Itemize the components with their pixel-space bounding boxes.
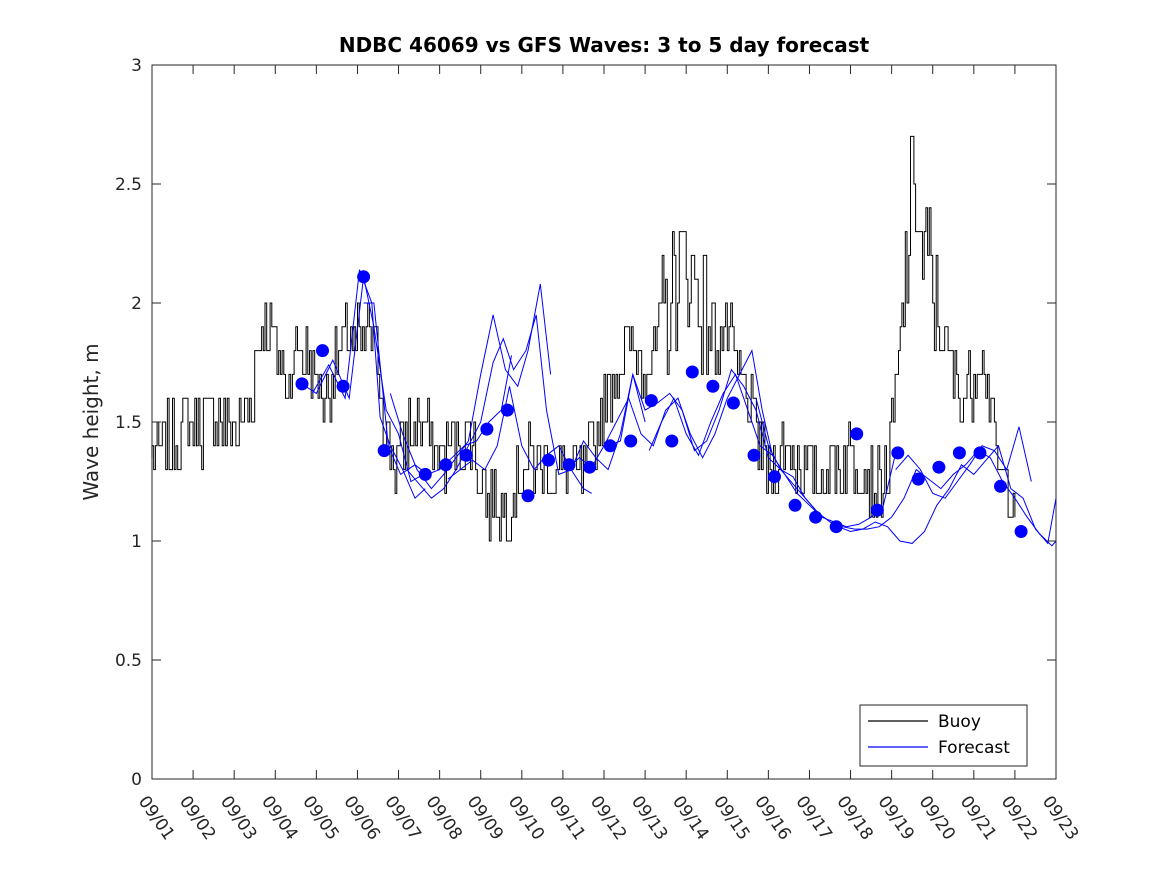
forecast-marker (932, 460, 946, 474)
forecast-line-9 (648, 373, 897, 528)
chart-title: NDBC 46069 vs GFS Waves: 3 to 5 day fore… (339, 33, 870, 57)
buoy-series (151, 135, 1016, 542)
forecast-marker (480, 422, 494, 436)
forecast-marker (377, 444, 391, 458)
forecast-marker (562, 458, 576, 472)
forecast-marker (829, 520, 843, 534)
forecast-marker (994, 479, 1007, 493)
forecast-marker (603, 439, 617, 453)
forecast-marker (357, 270, 371, 284)
forecast-line-10 (755, 398, 1057, 547)
y-tick-label: 2.5 (115, 175, 142, 195)
legend-buoy-label: Buoy (938, 712, 981, 732)
legend: Buoy Forecast (859, 704, 1028, 767)
forecast-marker (336, 379, 350, 393)
legend-forecast-label: Forecast (938, 738, 1010, 758)
forecast-marker (459, 448, 473, 462)
forecast-marker (316, 344, 329, 358)
forecast-line-5 (406, 314, 592, 499)
forecast-marker (706, 379, 720, 393)
buoy-line (151, 135, 1016, 542)
y-tick-label: 1 (131, 532, 142, 552)
y-tick-label: 1.5 (115, 413, 142, 433)
y-tick-label: 3 (131, 56, 142, 76)
y-tick-label: 2 (131, 294, 142, 314)
forecast-marker (685, 365, 699, 379)
legend-box (859, 704, 1028, 767)
forecast-marker (665, 434, 679, 448)
forecast-line-2 (311, 269, 426, 500)
forecast-marker (542, 453, 555, 467)
y-tick-label: 0 (131, 770, 142, 790)
forecast-marker (809, 510, 823, 524)
forecast-marker (521, 489, 535, 503)
forecast-marker (973, 446, 987, 460)
y-axis-label: Wave height, m (79, 343, 103, 500)
forecast-marker (747, 448, 761, 462)
forecast-marker (583, 460, 597, 474)
forecast-marker (624, 434, 638, 448)
forecast-line-7 (566, 349, 773, 470)
forecast-marker (726, 396, 740, 410)
forecast-marker (500, 403, 514, 417)
forecast-markers (295, 270, 1028, 538)
forecast-line-11 (838, 444, 1057, 545)
forecast-marker (850, 427, 864, 441)
forecast-marker (891, 446, 905, 460)
y-tick-label: 0.5 (115, 651, 142, 671)
forecast-marker (911, 472, 925, 486)
forecast-marker (870, 503, 884, 517)
forecast-marker (418, 467, 432, 481)
forecast-line-1 (301, 276, 424, 483)
forecast-line-12 (895, 426, 1032, 499)
forecast-marker (768, 470, 781, 484)
forecast-marker (644, 394, 658, 408)
forecast-marker (1014, 525, 1028, 538)
forecast-marker (439, 458, 453, 472)
forecast-marker (952, 446, 966, 460)
forecast-marker (295, 377, 309, 391)
forecast-marker (788, 498, 802, 512)
